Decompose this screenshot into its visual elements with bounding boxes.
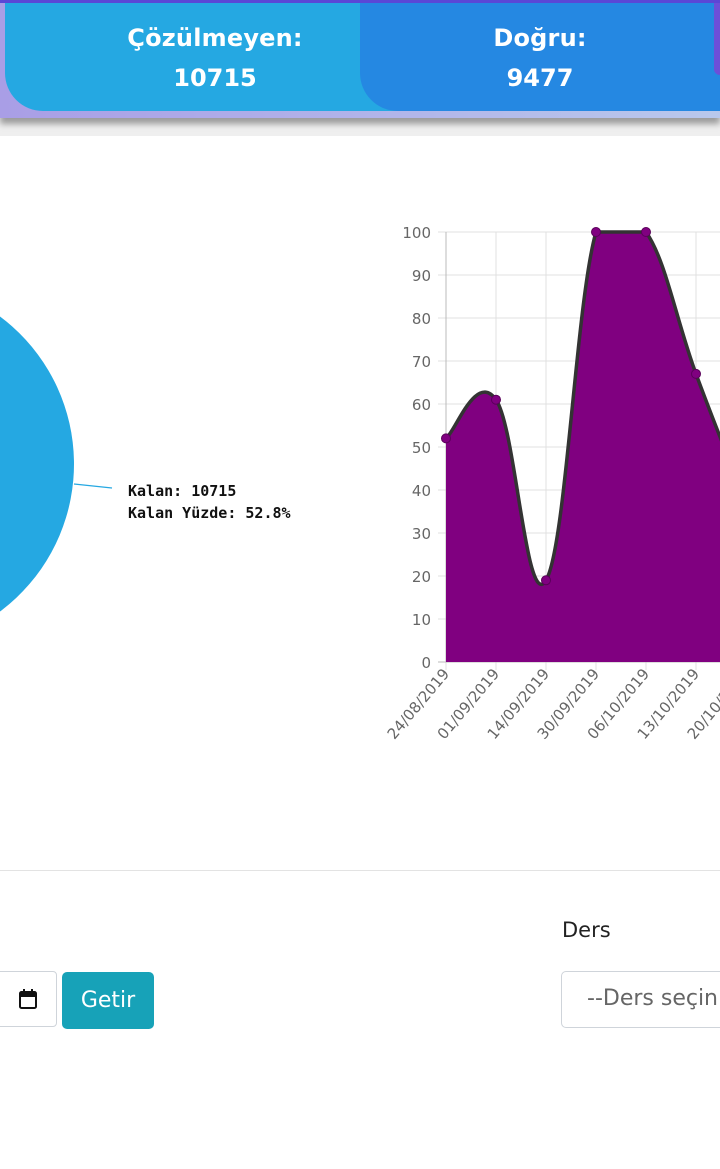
y-tick-label: 10 xyxy=(412,611,431,629)
unsolved-card: Çözülmeyen: 10715 xyxy=(5,3,425,111)
data-point xyxy=(541,575,551,586)
section-divider xyxy=(0,870,720,871)
pie-tooltip: Kalan: 10715 Kalan Yüzde: 52.8% xyxy=(128,480,291,524)
y-tick-label: 20 xyxy=(412,568,431,586)
data-point xyxy=(441,433,451,444)
pie-label-leader xyxy=(73,483,113,489)
data-point xyxy=(591,227,601,237)
pie-remaining-percent: Kalan Yüzde: 52.8% xyxy=(128,504,291,522)
area-chart: 010203040506070809010024/08/201901/09/20… xyxy=(384,224,720,743)
y-tick-label: 60 xyxy=(412,396,431,414)
y-tick-label: 100 xyxy=(402,224,431,242)
next-card-edge xyxy=(714,3,720,75)
date-input[interactable] xyxy=(0,971,57,1027)
y-tick-label: 0 xyxy=(421,654,431,672)
area-fill xyxy=(446,231,720,662)
course-select-value: --Ders seçiniz-- xyxy=(587,986,720,1011)
pie-slice-remaining xyxy=(0,316,74,612)
y-tick-label: 50 xyxy=(412,439,431,457)
data-point xyxy=(691,368,701,379)
y-tick-label: 30 xyxy=(412,525,431,543)
y-tick-label: 90 xyxy=(412,267,431,285)
unsolved-value: 10715 xyxy=(173,64,257,92)
unsolved-label: Çözülmeyen: xyxy=(127,24,303,52)
course-select[interactable]: --Ders seçiniz-- xyxy=(561,971,720,1028)
charts-canvas: 010203040506070809010024/08/201901/09/20… xyxy=(0,224,720,743)
y-tick-label: 80 xyxy=(412,310,431,328)
course-label: Ders xyxy=(562,918,611,942)
correct-label: Doğru: xyxy=(493,24,587,52)
correct-card: Doğru: 9477 xyxy=(360,3,720,111)
y-tick-label: 70 xyxy=(412,353,431,371)
correct-value: 9477 xyxy=(506,64,574,92)
y-tick-label: 40 xyxy=(412,482,431,500)
data-point xyxy=(641,227,651,237)
pie-remaining-label: Kalan: 10715 xyxy=(128,482,237,500)
calendar-icon[interactable] xyxy=(19,989,37,1009)
stats-header: Çözülmeyen: 10715 Doğru: 9477 xyxy=(0,0,720,136)
data-point xyxy=(491,394,501,405)
fetch-button[interactable]: Getir xyxy=(62,972,154,1029)
